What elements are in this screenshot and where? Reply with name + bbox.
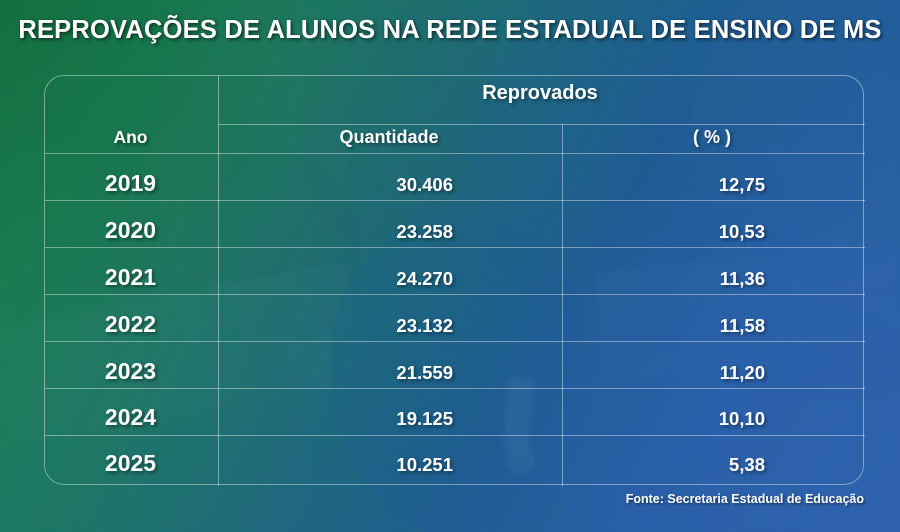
column-header-percentual: ( % ) bbox=[693, 127, 731, 147]
table-cell-percentual: 10,53 bbox=[718, 221, 765, 242]
row-divider bbox=[45, 294, 865, 296]
table-cell-quantidade: 23.132 bbox=[396, 315, 453, 336]
column-divider-percent bbox=[562, 124, 564, 486]
table-cell-percentual: 11,36 bbox=[719, 268, 765, 289]
row-divider bbox=[45, 341, 865, 343]
table-cell-percentual: 5,38 bbox=[728, 454, 765, 475]
row-divider bbox=[45, 200, 865, 202]
row-divider bbox=[45, 388, 865, 390]
table-cell-percentual: 11,58 bbox=[719, 315, 765, 336]
table-group-header: Reprovados bbox=[482, 82, 598, 104]
table-row: 2023 bbox=[104, 358, 157, 384]
table-cell-quantidade: 21.559 bbox=[396, 362, 453, 383]
table-cell-quantidade: 30.406 bbox=[396, 174, 453, 195]
table-cell-quantidade: 23.258 bbox=[396, 221, 453, 242]
column-divider-ano bbox=[218, 76, 220, 486]
table-cell-quantidade: 24.270 bbox=[396, 268, 453, 289]
table-cell-percentual: 12,75 bbox=[718, 174, 765, 195]
table-row: 2025 bbox=[104, 450, 157, 476]
row-divider bbox=[45, 247, 865, 249]
page-title: REPROVAÇÕES DE ALUNOS NA REDE ESTADUAL D… bbox=[18, 16, 882, 44]
table-row: 2022 bbox=[104, 311, 157, 337]
header-row-divider bbox=[45, 153, 865, 155]
table-cell-percentual: 11,20 bbox=[719, 362, 765, 383]
source-attribution: Fonte: Secretaria Estadual de Educação bbox=[625, 492, 864, 506]
data-table bbox=[44, 75, 865, 486]
table-cell-quantidade: 19.125 bbox=[396, 408, 453, 429]
table-row: 2020 bbox=[104, 217, 157, 243]
table-row: 2021 bbox=[104, 264, 157, 290]
group-header-divider bbox=[218, 124, 865, 126]
column-header-quantidade: Quantidade bbox=[339, 127, 439, 147]
row-divider bbox=[45, 435, 865, 437]
table-cell-quantidade: 10.251 bbox=[396, 454, 453, 475]
table-row: 2019 bbox=[104, 170, 157, 196]
table-row: 2024 bbox=[104, 404, 157, 430]
table-cell-percentual: 10,10 bbox=[718, 408, 765, 429]
column-header-ano: Ano bbox=[113, 127, 148, 147]
